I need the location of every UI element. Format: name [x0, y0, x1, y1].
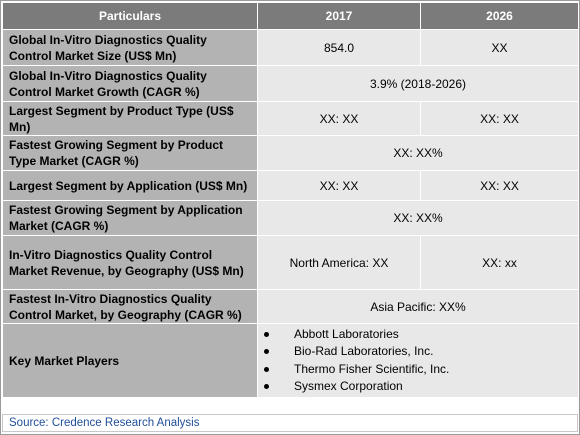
- source-note: Source: Credence Research Analysis: [2, 414, 578, 432]
- table-row: Largest Segment by Product Type (US$ Mn)…: [2, 101, 579, 136]
- row-label-revenue-geography: In-Vitro Diagnostics Quality Control Mar…: [2, 235, 258, 290]
- table-row: Fastest In-Vitro Diagnostics Quality Con…: [2, 289, 579, 324]
- value-2017: XX: XX: [257, 101, 421, 136]
- header-particulars: Particulars: [2, 2, 258, 30]
- value-2026: XX: xx: [420, 235, 579, 290]
- row-label-key-players: Key Market Players: [2, 323, 258, 398]
- bullet-icon: [264, 384, 269, 389]
- table-row: Global In-Vitro Diagnostics Quality Cont…: [2, 65, 579, 102]
- value-span: XX: XX%: [257, 200, 579, 236]
- header-2017: 2017: [257, 2, 421, 30]
- value-2026: XX: XX: [420, 101, 579, 136]
- player-name: Thermo Fisher Scientific, Inc.: [294, 361, 450, 376]
- row-label-market-size: Global In-Vitro Diagnostics Quality Cont…: [2, 29, 258, 66]
- row-label-fastest-geography: Fastest In-Vitro Diagnostics Quality Con…: [2, 289, 258, 324]
- row-label-fastest-product-type: Fastest Growing Segment by Product Type …: [2, 135, 258, 171]
- row-label-fastest-application: Fastest Growing Segment by Application M…: [2, 200, 258, 236]
- value-2017: 854.0: [257, 29, 421, 66]
- player-name: Sysmex Corporation: [294, 379, 403, 393]
- list-item: Thermo Fisher Scientific, Inc.: [264, 361, 572, 379]
- table-row: Largest Segment by Application (US$ Mn) …: [2, 170, 579, 201]
- market-summary-table: Particulars 2017 2026 Global In-Vitro Di…: [2, 2, 579, 398]
- bullet-icon: [264, 349, 269, 354]
- value-2026: XX: [420, 29, 579, 66]
- bullet-icon: [264, 331, 269, 337]
- row-label-market-growth: Global In-Vitro Diagnostics Quality Cont…: [2, 65, 258, 102]
- header-2026: 2026: [420, 2, 579, 30]
- value-span: Asia Pacific: XX%: [257, 289, 579, 324]
- key-players-cell: Abbott Laboratories Bio-Rad Laboratories…: [257, 323, 579, 398]
- bullet-icon: [264, 366, 269, 372]
- row-label-largest-application: Largest Segment by Application (US$ Mn): [2, 170, 258, 201]
- row-label-largest-product-type: Largest Segment by Product Type (US$ Mn): [2, 101, 258, 136]
- table-row: Key Market Players Abbott Laboratories B…: [2, 323, 579, 398]
- list-item: Abbott Laboratories: [264, 326, 572, 344]
- player-name: Bio-Rad Laboratories, Inc.: [294, 344, 434, 358]
- value-span: 3.9% (2018-2026): [257, 65, 579, 102]
- value-span: XX: XX%: [257, 135, 579, 171]
- value-2026: XX: XX: [420, 170, 579, 201]
- player-name: Abbott Laboratories: [294, 326, 399, 341]
- list-item: Bio-Rad Laboratories, Inc.: [264, 343, 572, 361]
- table-row: In-Vitro Diagnostics Quality Control Mar…: [2, 235, 579, 290]
- table-row: Fastest Growing Segment by Product Type …: [2, 135, 579, 171]
- value-2017: North America: XX: [257, 235, 421, 290]
- value-2017: XX: XX: [257, 170, 421, 201]
- table-row: Global In-Vitro Diagnostics Quality Cont…: [2, 29, 579, 66]
- table-header-row: Particulars 2017 2026: [2, 2, 579, 30]
- list-item: Sysmex Corporation: [264, 378, 572, 396]
- key-players-list: Abbott Laboratories Bio-Rad Laboratories…: [264, 326, 572, 396]
- table-row: Fastest Growing Segment by Application M…: [2, 200, 579, 236]
